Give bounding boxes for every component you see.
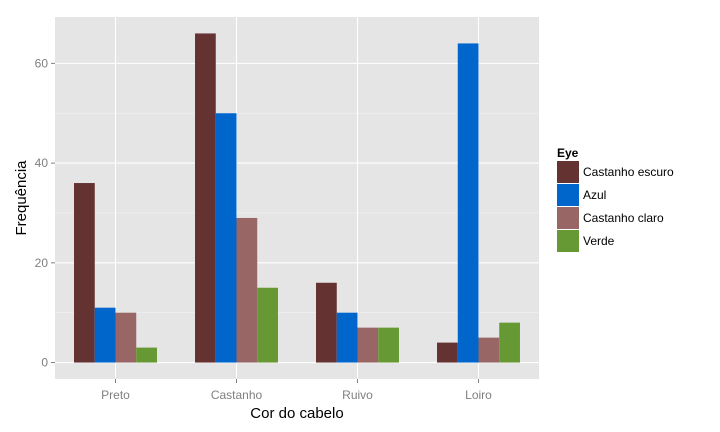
x-tick-label: Castanho: [211, 388, 263, 402]
y-tick-label: 40: [35, 156, 49, 170]
bar-verde-castanho: [257, 287, 278, 363]
legend-key-swatch: [557, 184, 579, 206]
bar-castanho-claro-loiro: [478, 337, 500, 363]
bar-azul-loiro: [457, 43, 479, 363]
legend-items: Castanho escuro Azul Castanho claro Verde: [557, 161, 674, 252]
y-tick-label: 0: [41, 356, 48, 370]
y-tick-label: 20: [35, 256, 49, 270]
legend-label: Castanho escuro: [583, 165, 674, 179]
bar-castanho-claro-ruivo: [357, 327, 379, 363]
legend-item: Azul: [557, 184, 606, 206]
bar-castanho-escuro-preto: [74, 183, 95, 363]
y-axis-title: Frequência: [13, 160, 30, 236]
bars: [74, 33, 520, 363]
bar-castanho-escuro-castanho: [195, 33, 216, 363]
x-tick-label: Loiro: [465, 388, 492, 402]
legend-label: Castanho claro: [583, 211, 664, 225]
legend-item: Castanho claro: [557, 207, 664, 229]
legend-title: Eye: [557, 146, 579, 160]
legend-key-swatch: [557, 230, 579, 252]
legend-key-swatch: [557, 207, 579, 229]
x-axis-title: Cor do cabelo: [250, 405, 343, 422]
bar-azul-preto: [94, 307, 116, 363]
legend-label: Verde: [583, 234, 615, 248]
bar-azul-ruivo: [336, 312, 358, 363]
bar-verde-preto: [136, 347, 157, 363]
bar-verde-loiro: [499, 322, 520, 363]
bar-castanho-claro-preto: [115, 312, 137, 363]
legend-key-swatch: [557, 161, 579, 183]
x-tick-label: Preto: [101, 388, 130, 402]
bar-verde-ruivo: [378, 327, 399, 363]
bar-castanho-escuro-ruivo: [316, 282, 337, 363]
legend-item: Castanho escuro: [557, 161, 674, 183]
legend: Eye Castanho escuro Azul Castanho claro Ver…: [557, 146, 674, 252]
y-tick-label: 60: [35, 56, 49, 70]
x-tick-label: Ruivo: [342, 388, 373, 402]
bar-azul-castanho: [215, 113, 237, 363]
bar-castanho-escuro-loiro: [437, 342, 458, 363]
x-axis: Preto Castanho Ruivo Loiro: [101, 379, 492, 402]
bar-castanho-claro-castanho: [236, 217, 258, 363]
legend-label: Azul: [583, 188, 606, 202]
y-axis: 0 20 40 60: [35, 56, 55, 370]
legend-item: Verde: [557, 230, 615, 252]
